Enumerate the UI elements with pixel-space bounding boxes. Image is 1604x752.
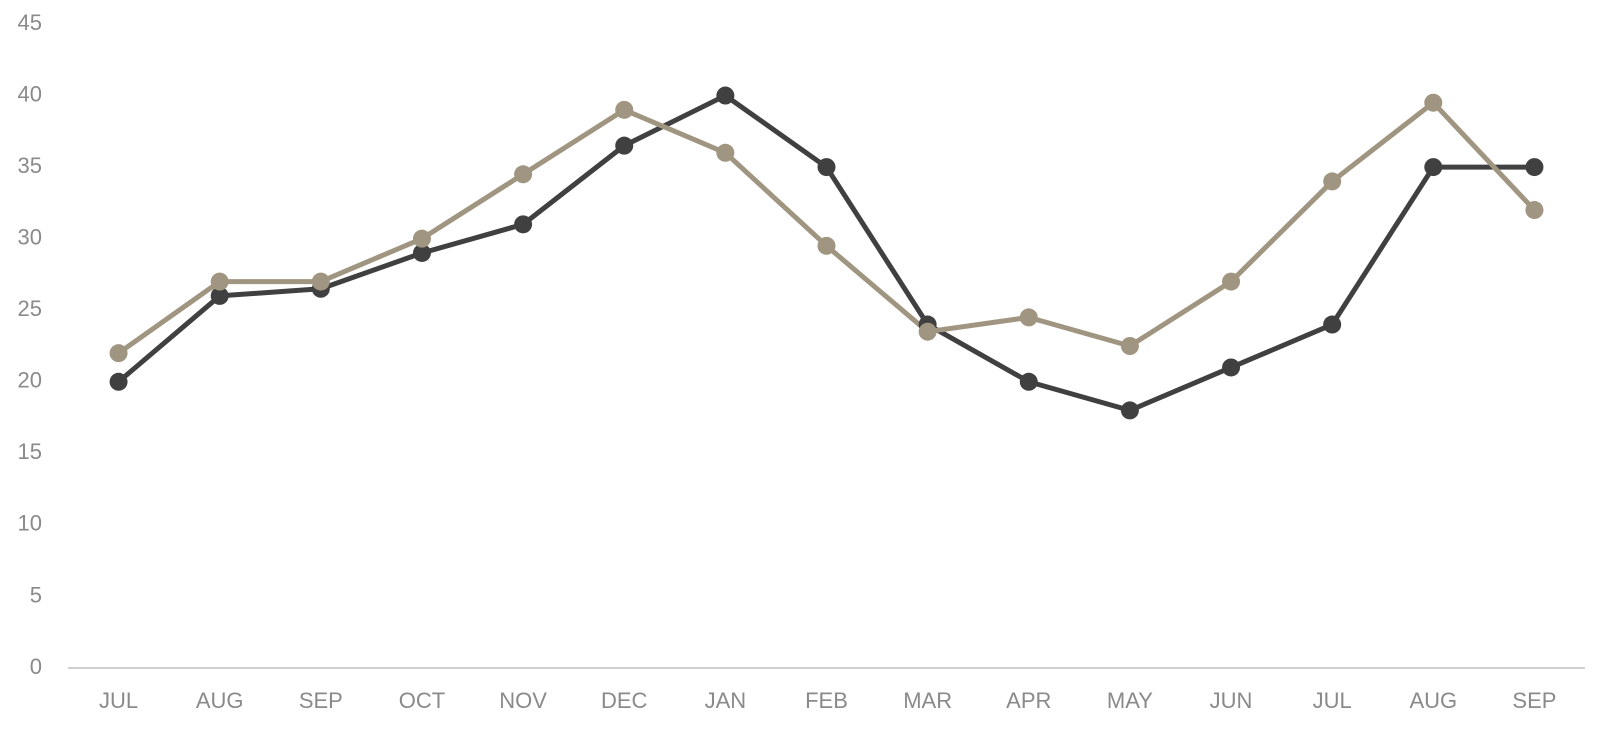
y-tick-label: 25 bbox=[18, 296, 42, 321]
data-point bbox=[1120, 337, 1139, 355]
data-point bbox=[817, 236, 836, 255]
y-tick-label: 30 bbox=[18, 224, 42, 249]
data-point bbox=[109, 372, 128, 391]
data-point bbox=[109, 344, 128, 363]
x-tick-label: NOV bbox=[499, 688, 547, 713]
data-point bbox=[210, 272, 229, 291]
data-point bbox=[210, 286, 229, 305]
data-point bbox=[918, 322, 937, 341]
series-line bbox=[117, 100, 1537, 356]
x-tick-label: APR bbox=[1006, 688, 1051, 713]
data-point bbox=[1120, 401, 1139, 420]
data-point bbox=[615, 100, 634, 119]
data-point bbox=[514, 165, 533, 184]
data-point bbox=[716, 86, 735, 105]
y-tick-label: 5 bbox=[30, 582, 42, 607]
x-tick-label: MAY bbox=[1107, 688, 1153, 713]
x-tick-label: SEP bbox=[299, 688, 343, 713]
data-point bbox=[716, 143, 735, 162]
data-point bbox=[1222, 358, 1241, 377]
y-tick-label: 45 bbox=[18, 10, 42, 35]
x-tick-label: SEP bbox=[1512, 688, 1556, 713]
x-tick-label: JAN bbox=[705, 688, 747, 713]
data-point bbox=[1525, 201, 1544, 220]
x-tick-label: FEB bbox=[805, 688, 848, 713]
x-tick-label: JUL bbox=[99, 688, 138, 713]
data-point bbox=[1424, 93, 1443, 112]
data-point bbox=[1222, 272, 1241, 291]
data-point bbox=[817, 158, 836, 177]
data-point bbox=[514, 215, 533, 234]
data-point bbox=[1019, 372, 1038, 391]
data-point bbox=[1019, 308, 1038, 327]
data-point bbox=[311, 272, 330, 291]
data-point bbox=[1525, 158, 1544, 177]
x-tick-label: JUN bbox=[1210, 688, 1253, 713]
y-tick-label: 0 bbox=[30, 654, 42, 679]
data-point bbox=[1323, 315, 1342, 334]
y-tick-label: 35 bbox=[18, 153, 42, 178]
x-tick-label: OCT bbox=[399, 688, 445, 713]
y-tick-label: 40 bbox=[18, 81, 42, 106]
x-tick-label: DEC bbox=[601, 688, 648, 713]
data-point bbox=[412, 243, 431, 262]
x-tick-label: AUG bbox=[1409, 688, 1457, 713]
data-point bbox=[1424, 158, 1443, 177]
data-point bbox=[1323, 172, 1342, 191]
y-tick-label: 20 bbox=[18, 368, 42, 393]
x-tick-label: AUG bbox=[196, 688, 244, 713]
y-tick-label: 10 bbox=[18, 511, 42, 536]
data-point bbox=[412, 229, 431, 248]
y-tick-label: 15 bbox=[18, 439, 42, 464]
x-tick-label: JUL bbox=[1313, 688, 1352, 713]
data-point bbox=[615, 136, 634, 155]
x-tick-label: MAR bbox=[903, 688, 952, 713]
